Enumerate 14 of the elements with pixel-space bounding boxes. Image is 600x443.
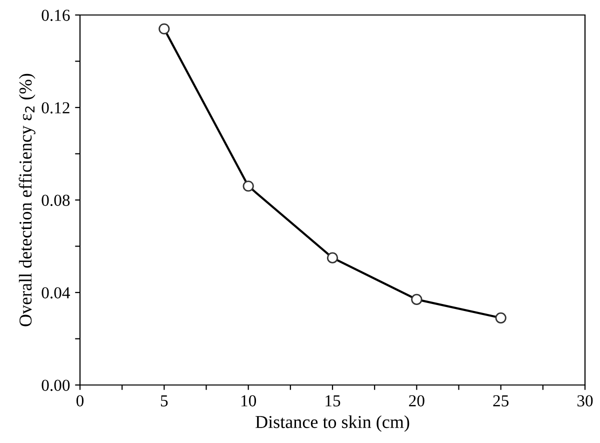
x-tick-label: 10 (241, 395, 256, 406)
x-axis-title: Distance to skin (cm) (256, 415, 410, 432)
y-tick-label: 0.08 (42, 194, 70, 206)
y-tick-label: 0.00 (42, 380, 70, 392)
y-tick-label: 0.04 (42, 287, 70, 299)
x-tick-label: 0 (76, 395, 84, 406)
x-tick-label: 30 (577, 395, 593, 406)
x-tick-label: 25 (493, 395, 509, 406)
x-tick-label: 5 (160, 395, 168, 406)
y-tick-label: 0.16 (42, 10, 70, 22)
y-tick-label: 0.12 (42, 102, 70, 114)
x-tick-label: 15 (326, 395, 340, 406)
x-tick-label: 20 (409, 395, 424, 406)
y-axis-title: Overall detection efficiency ε$_{2}$ (%) (18, 74, 36, 326)
